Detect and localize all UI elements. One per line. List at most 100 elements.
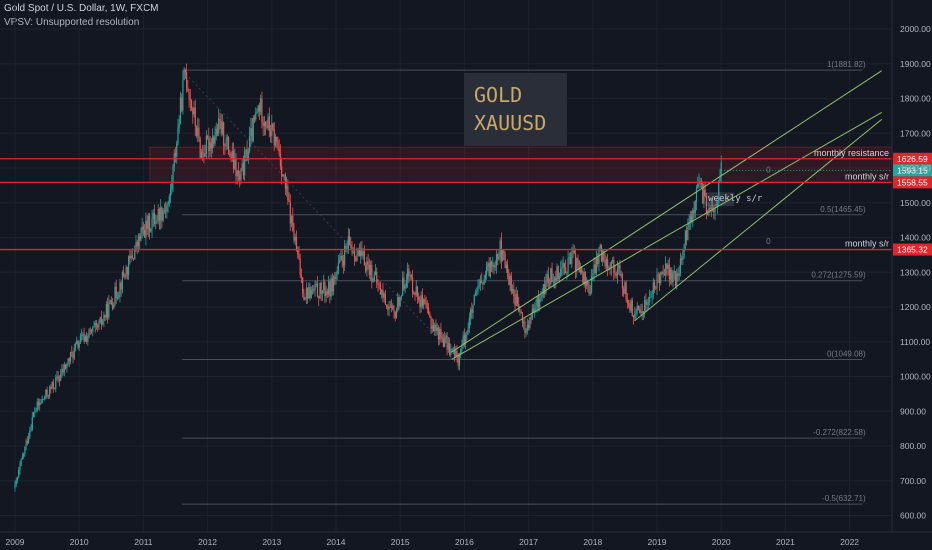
candle-body — [424, 299, 426, 302]
candle-body — [316, 283, 319, 297]
candle-body — [651, 293, 653, 297]
candle-body — [32, 412, 35, 418]
candle-body — [244, 151, 246, 176]
candle-body — [141, 226, 143, 234]
candle-body — [81, 335, 83, 337]
candle-body — [445, 335, 447, 338]
level-layer: monthly resistance 1626.59 monthly s/r 1558… — [0, 148, 932, 256]
candle-body — [56, 376, 58, 378]
candle-body — [395, 309, 398, 318]
trendline — [634, 118, 883, 322]
candle-body — [86, 336, 88, 342]
candle-body — [241, 163, 243, 170]
candle-body — [246, 149, 248, 161]
x-tick-label: 2021 — [776, 537, 795, 547]
candle-body — [467, 328, 469, 332]
candle-body — [695, 187, 698, 202]
candle-body — [98, 321, 100, 328]
candle-body — [469, 309, 472, 318]
candle-body — [648, 296, 651, 302]
candle-body — [121, 272, 124, 290]
candle-body — [476, 292, 478, 294]
candle-body — [265, 122, 267, 127]
candle-body — [616, 268, 619, 276]
candle-body — [393, 309, 395, 312]
candle-body — [647, 301, 649, 303]
candle-body — [493, 264, 495, 268]
candle-body — [205, 135, 207, 155]
weekly-sr-label: weekly s/r — [708, 194, 763, 204]
candle-body — [667, 264, 669, 269]
last-price-text: 1593.15 — [897, 165, 928, 175]
candle-body — [236, 170, 238, 177]
candle-body — [594, 264, 596, 274]
fibonacci-layer: 1(1881.82) 0.5(1465.45) 0.272(1275.59) 0(10… — [181, 60, 866, 505]
candle-body — [708, 208, 710, 214]
candle-body — [294, 237, 296, 241]
last-price-tag — [893, 164, 932, 177]
candle-body — [73, 347, 75, 359]
candle-body — [288, 200, 290, 202]
candle-body — [79, 335, 82, 343]
candle-body — [337, 262, 340, 271]
candle-body — [587, 280, 589, 287]
candle-body — [473, 295, 475, 306]
candle-body — [140, 233, 142, 241]
y-tick-label: 1600.00 — [900, 163, 931, 173]
candle-body — [245, 149, 247, 152]
candle-body — [106, 304, 109, 318]
candle-body — [262, 122, 264, 126]
candle-body — [360, 248, 362, 257]
fib-label: 0(1049.08) — [827, 349, 866, 358]
candle-body — [472, 305, 474, 313]
candle-body — [195, 126, 198, 136]
candle-body — [618, 264, 620, 269]
candle-body — [95, 322, 98, 326]
candle-body — [25, 440, 27, 447]
candle-body — [261, 98, 263, 123]
candle-body — [650, 296, 652, 298]
candle-body — [103, 315, 105, 321]
candle-body — [231, 151, 233, 159]
candle-body — [614, 272, 616, 275]
candle-body — [716, 202, 719, 208]
candle-body — [260, 98, 262, 113]
candle-body — [315, 283, 317, 286]
level-label: monthly s/r — [845, 171, 889, 181]
candle-body — [384, 293, 386, 305]
candle-body — [436, 327, 438, 331]
candle-body — [234, 158, 236, 169]
candle-body — [488, 263, 490, 277]
candle-body — [295, 237, 298, 251]
candle-body — [444, 337, 446, 347]
candle-body — [45, 389, 47, 398]
candle-body — [300, 274, 303, 278]
candle-body — [540, 296, 542, 299]
candle-body — [152, 213, 154, 219]
candle-body — [253, 117, 256, 120]
candle-body — [207, 135, 209, 138]
candle-body — [528, 324, 530, 328]
candle-body — [194, 107, 196, 127]
candle-body — [51, 381, 53, 389]
candle-body — [658, 275, 661, 284]
candle-body — [377, 283, 379, 285]
candle-body — [545, 281, 547, 294]
candle-body — [348, 236, 351, 246]
candle-body — [487, 263, 489, 267]
candle-body — [387, 306, 389, 310]
candle-body — [619, 264, 621, 276]
candle-body — [116, 297, 119, 299]
candle-body — [478, 285, 480, 287]
candle-body — [635, 310, 637, 314]
candle-body — [331, 278, 333, 292]
candle-body — [211, 136, 214, 149]
candle-body — [255, 112, 257, 120]
candle-body — [189, 99, 191, 101]
candle-body — [674, 271, 677, 287]
candle-body — [165, 210, 167, 212]
candle-body — [645, 300, 647, 305]
y-tick-label: 1100.00 — [900, 337, 930, 347]
y-tick-label: 600.00 — [900, 511, 926, 521]
